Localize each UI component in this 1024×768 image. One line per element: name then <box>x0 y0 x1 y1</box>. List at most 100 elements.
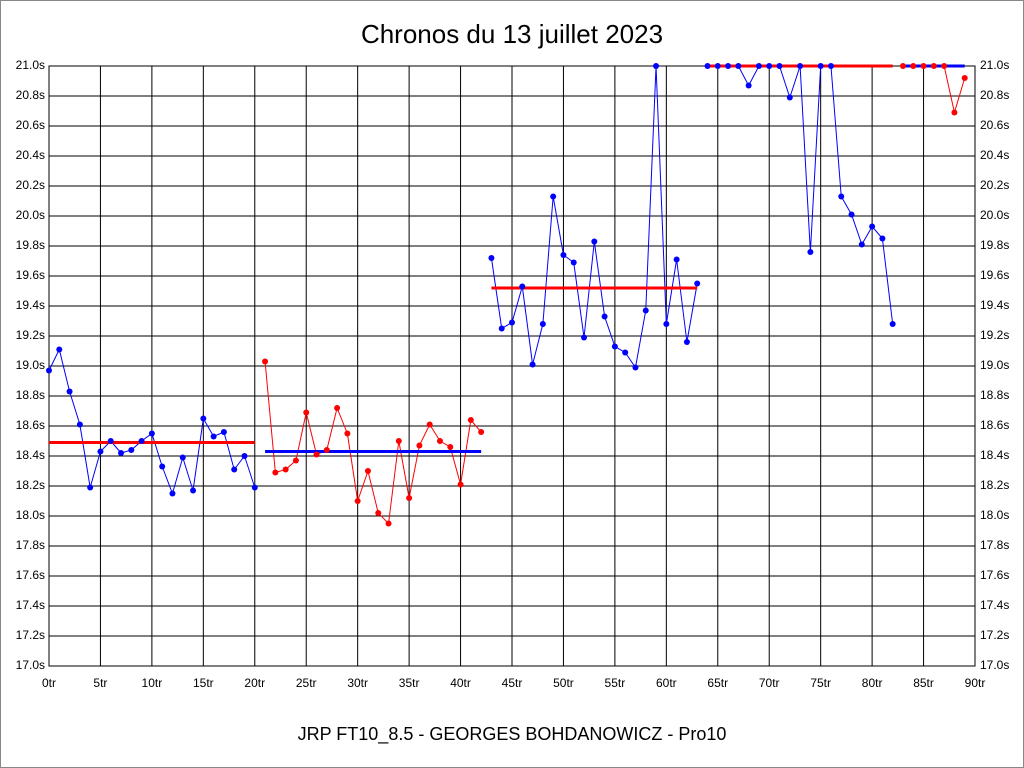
y2-tick-label: 20.0s <box>980 208 1009 222</box>
plot-border <box>48 65 976 667</box>
point <box>66 388 73 395</box>
point <box>220 429 227 435</box>
x-tick-label: 60tr <box>656 676 677 690</box>
point <box>827 63 834 69</box>
y-tick-label: 17.6s <box>16 568 45 582</box>
point <box>138 438 145 444</box>
point <box>169 490 176 497</box>
point <box>313 451 320 458</box>
y-tick-label: 19.4s <box>16 298 45 312</box>
point <box>282 466 289 473</box>
y-tick-label: 17.8s <box>16 538 45 552</box>
point <box>509 319 515 326</box>
point <box>190 487 197 494</box>
point <box>930 63 937 69</box>
x-tick-label: 30tr <box>347 676 368 690</box>
point <box>529 361 536 368</box>
point <box>118 450 125 456</box>
y2-tick-label: 19.0s <box>980 358 1009 372</box>
point <box>653 63 660 69</box>
x-tick-label: 25tr <box>296 676 317 690</box>
point <box>292 457 299 464</box>
point <box>107 438 114 444</box>
point <box>467 417 474 423</box>
y2-tick-label: 17.8s <box>980 538 1009 552</box>
point <box>426 421 433 428</box>
y2-tick-label: 19.8s <box>980 238 1009 252</box>
point <box>159 463 166 470</box>
y-tick-label: 19.2s <box>16 328 45 342</box>
point <box>786 94 793 101</box>
point <box>817 63 824 69</box>
point <box>344 430 351 437</box>
point <box>745 82 752 89</box>
point <box>128 447 135 453</box>
point <box>87 484 94 491</box>
x-tick-label: 70tr <box>759 676 780 690</box>
y-tick-label: 20.4s <box>16 148 45 162</box>
x-tick-label: 10tr <box>142 676 163 690</box>
point <box>323 447 330 453</box>
y2-tick-label: 18.4s <box>980 448 1009 462</box>
x-tick-label: 85tr <box>913 676 934 690</box>
point <box>848 211 855 218</box>
point <box>725 63 732 69</box>
y-tick-label: 20.2s <box>16 178 45 192</box>
point <box>797 63 804 69</box>
y-tick-label: 17.0s <box>16 658 45 672</box>
point <box>869 223 876 230</box>
y-tick-label: 21.0s <box>16 58 45 72</box>
y-tick-label: 20.0s <box>16 208 45 222</box>
y2-tick-label: 17.2s <box>980 628 1009 642</box>
chart-footer: JRP FT10_8.5 - GEORGES BOHDANOWICZ - Pro… <box>298 724 727 745</box>
y2-tick-label: 20.2s <box>980 178 1009 192</box>
point <box>478 429 485 435</box>
y2-tick-label: 19.2s <box>980 328 1009 342</box>
point <box>406 495 413 501</box>
point <box>755 63 762 69</box>
point <box>632 364 639 371</box>
point <box>889 321 896 327</box>
point <box>807 249 814 255</box>
y-tick-label: 19.0s <box>16 358 45 372</box>
x-tick-label: 0tr <box>42 676 56 690</box>
point <box>714 63 721 69</box>
point <box>457 481 464 488</box>
point <box>581 334 588 341</box>
point <box>560 252 567 258</box>
point <box>920 63 927 69</box>
y2-tick-label: 20.6s <box>980 118 1009 132</box>
point <box>622 349 629 356</box>
y-tick-label: 18.6s <box>16 418 45 432</box>
point <box>46 367 52 374</box>
point <box>364 468 371 474</box>
x-tick-label: 65tr <box>707 676 728 690</box>
y2-tick-label: 20.4s <box>980 148 1009 162</box>
point <box>961 75 968 81</box>
point <box>642 307 649 314</box>
point <box>56 346 63 353</box>
x-tick-label: 50tr <box>553 676 574 690</box>
x-tick-label: 55tr <box>605 676 626 690</box>
point <box>76 421 83 428</box>
point <box>766 63 773 69</box>
point <box>694 280 701 287</box>
point <box>611 343 618 350</box>
point <box>272 469 279 476</box>
x-tick-label: 20tr <box>244 676 265 690</box>
y-tick-label: 18.8s <box>16 388 45 402</box>
point <box>673 256 680 263</box>
y-tick-label: 20.8s <box>16 88 45 102</box>
point <box>539 321 546 327</box>
point <box>251 484 258 491</box>
point <box>262 358 269 365</box>
point <box>951 109 958 116</box>
point <box>148 430 155 437</box>
point <box>591 238 598 245</box>
series-line <box>264 361 482 525</box>
y2-tick-label: 18.6s <box>980 418 1009 432</box>
point <box>858 241 865 248</box>
x-tick-label: 40tr <box>450 676 471 690</box>
point <box>200 415 207 422</box>
